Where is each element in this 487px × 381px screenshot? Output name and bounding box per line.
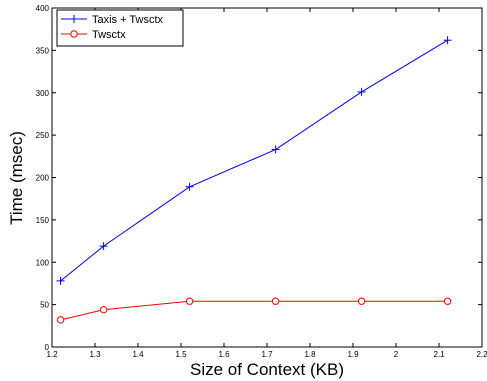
y-tick-label: 100 [36, 258, 50, 267]
legend: Taxis + Twsctx Twsctx [56, 9, 184, 47]
legend-entry: Taxis + Twsctx [61, 14, 164, 26]
plus-marker [271, 145, 280, 154]
circle-marker [56, 316, 65, 324]
y-tick-label: 50 [40, 301, 49, 310]
plus-marker [357, 87, 366, 96]
plus-marker [56, 276, 65, 285]
y-tick-label: 400 [36, 4, 50, 13]
x-tick-label: 1.8 [304, 350, 316, 359]
y-axis-title: Time (msec) [7, 131, 26, 225]
x-tick-label: 1.7 [261, 350, 273, 359]
circle-marker [185, 297, 194, 305]
series-1 [56, 36, 452, 285]
series-2 [56, 297, 452, 324]
legend-entry: Twsctx [61, 29, 126, 41]
y-axis: 0 50 100 150 200 250 300 350 400 [36, 4, 482, 352]
y-tick-label: 0 [45, 343, 50, 352]
series-line [60, 39, 448, 282]
circle-marker [357, 297, 366, 305]
legend-box [56, 9, 184, 47]
x-tick-label: 1.3 [89, 350, 101, 359]
x-tick-label: 1.4 [132, 350, 144, 359]
x-tick-label: 1.5 [175, 350, 187, 359]
plus-marker [185, 182, 194, 191]
x-tick-label: 1.9 [347, 350, 359, 359]
x-tick-label: 1.2 [46, 350, 58, 359]
plus-marker [443, 36, 452, 45]
y-tick-label: 150 [36, 216, 50, 225]
y-tick-label: 250 [36, 131, 50, 140]
circle-marker [443, 297, 452, 305]
series-line [60, 300, 448, 321]
legend-entries: Taxis + Twsctx Twsctx [61, 14, 164, 41]
y-tick-label: 350 [36, 46, 50, 55]
circle-marker [99, 306, 108, 314]
series-layer [56, 36, 452, 324]
x-tick-label: 2 [394, 350, 399, 359]
circle-marker [271, 297, 280, 305]
x-tick-label: 1.6 [218, 350, 230, 359]
x-axis: 1.2 1.3 1.4 1.5 1.6 1.7 1.8 1.9 2 2.1 2.2 [46, 8, 487, 359]
plot-frame [51, 7, 483, 348]
circle-marker [70, 30, 78, 38]
legend-label: Taxis + Twsctx [92, 14, 164, 26]
x-tick-label: 2.1 [433, 350, 445, 359]
x-axis-title: Size of Context (KB) [190, 360, 344, 379]
plus-marker [70, 15, 78, 23]
y-tick-label: 300 [36, 89, 50, 98]
x-tick-label: 2.2 [476, 350, 487, 359]
legend-label: Twsctx [92, 29, 126, 41]
plus-marker [99, 242, 108, 251]
y-tick-label: 200 [36, 174, 50, 183]
